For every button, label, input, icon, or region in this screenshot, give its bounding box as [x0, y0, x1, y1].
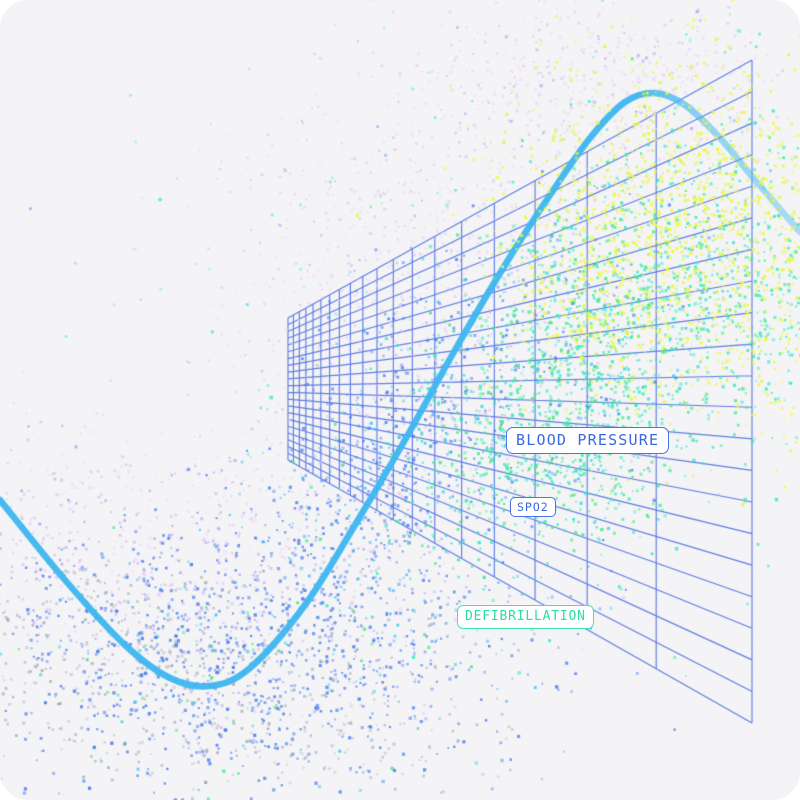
label-chip-defibrillation[interactable]: DEFIBRILLATION — [457, 605, 594, 630]
label-chip-blood-pressure[interactable]: BLOOD PRESSURE — [506, 427, 670, 454]
label-chip-spo2[interactable]: SPO2 — [510, 497, 556, 518]
